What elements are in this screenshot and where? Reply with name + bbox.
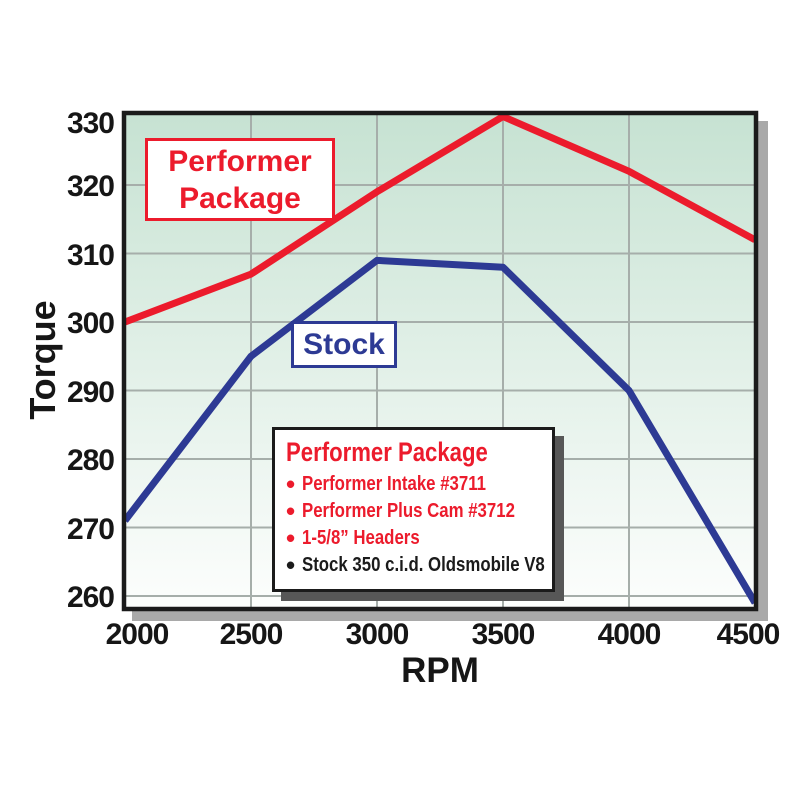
legend-item-0: • Performer Intake #3711 [286,471,552,498]
series-line-stock [122,256,759,605]
bullet-icon: • [286,523,296,553]
y-tick-330: 330 [66,106,115,140]
y-tick-270: 270 [66,512,115,546]
y-tick-290: 290 [66,375,115,409]
legend-item-text: Performer Intake #3711 [302,473,487,495]
legend-item-text: 1-5/8” Headers [302,527,420,549]
x-tick-4500: 4500 [716,618,781,651]
legend-item-text: Performer Plus Cam #3712 [302,500,516,522]
x-axis-title: RPM [401,651,479,690]
x-tick-4000: 4000 [597,618,662,651]
legend-item-text: Stock 350 c.i.d. Oldsmobile V8 [302,554,545,576]
legend-item-1: • Performer Plus Cam #3712 [286,498,552,525]
x-tick-3000: 3000 [345,618,410,651]
performer-package-annotation: Performer Package [145,138,335,221]
legend-item-2: • 1-5/8” Headers [286,525,552,552]
series-line-performer-package [123,113,757,326]
legend-title: Performer Package [286,437,488,467]
y-tick-310: 310 [66,238,115,272]
bullet-icon: • [286,496,296,526]
x-tick-2500: 2500 [219,618,284,651]
plot-border [121,110,759,612]
x-tick-2000: 2000 [105,618,170,651]
legend-item-list: • Performer Intake #3711 • Performer Plus C… [286,471,552,579]
y-tick-260: 260 [66,581,115,614]
y-axis-title: Torque [22,300,63,420]
x-tick-3500: 3500 [471,618,536,651]
y-tick-320: 320 [66,170,115,203]
bullet-icon: • [286,469,296,499]
legend-item-3: • Stock 350 c.i.d. Oldsmobile V8 [286,552,552,579]
legend-box: Performer Package • Performer Intake #371… [272,427,555,592]
y-tick-280: 280 [66,444,115,477]
bullet-icon: • [286,550,296,580]
stock-annotation: Stock [291,321,397,368]
y-tick-300: 300 [66,307,115,340]
